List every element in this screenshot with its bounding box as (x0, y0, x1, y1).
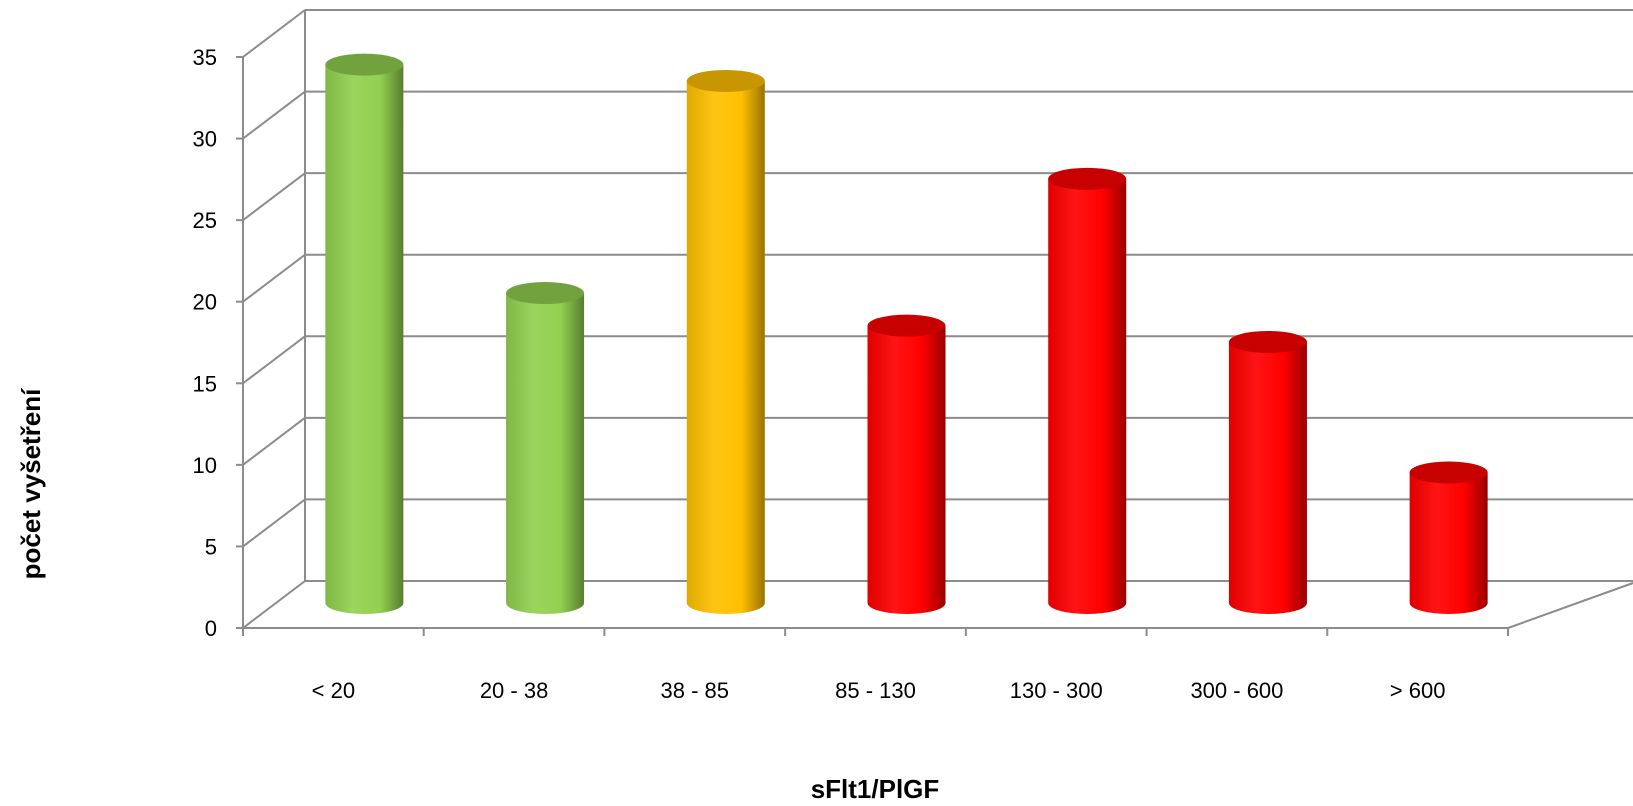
x-tick-label: < 20 (312, 678, 355, 703)
bar (1048, 167, 1127, 615)
gridline-diagonal (242, 580, 306, 629)
y-tick-label: 5 (205, 534, 217, 559)
gridline-diagonal (242, 90, 306, 140)
gridline-diagonal (242, 9, 306, 58)
bar-body (867, 325, 946, 614)
y-tick-label: 35 (193, 45, 217, 70)
x-tick-label: > 600 (1390, 678, 1446, 703)
bar-top (1228, 330, 1307, 353)
bar-body (506, 293, 585, 614)
bar-top (686, 69, 765, 92)
gridline-diagonal (242, 498, 306, 548)
bar-body (1048, 178, 1127, 615)
gridline-diagonal (242, 335, 306, 385)
bar-body (686, 80, 765, 614)
floor-right-edge (1507, 582, 1633, 629)
x-tick-label: 20 - 38 (480, 678, 549, 703)
x-axis-ticks: < 20 20 - 38 38 - 85 85 - 130 130 - 300 300 -… (242, 628, 1509, 703)
bar-top (1409, 461, 1488, 484)
y-axis-ticks: 0 5 10 15 20 25 30 35 (193, 45, 243, 641)
bar-body (1409, 472, 1488, 614)
bar (867, 314, 946, 614)
x-axis-title: sFlt1/PlGF (811, 774, 940, 804)
gridline-diagonal (242, 172, 306, 221)
bar-top (325, 53, 404, 76)
bar (506, 282, 585, 614)
bar-top (1048, 167, 1127, 190)
bar (325, 53, 404, 615)
y-tick-label: 15 (193, 371, 217, 396)
y-axis-title: počet vyšetření (16, 388, 46, 580)
x-tick-label: 130 - 300 (1010, 678, 1103, 703)
y-tick-label: 0 (205, 616, 217, 641)
x-tick-label: 300 - 600 (1190, 678, 1283, 703)
y-tick-label: 25 (193, 208, 217, 233)
bar-body (1228, 341, 1307, 614)
x-tick-label: 38 - 85 (661, 678, 730, 703)
chart-axes (242, 57, 1508, 629)
x-tick-label: 85 - 130 (835, 678, 916, 703)
gridline-diagonal (242, 253, 306, 303)
bar-top (506, 282, 585, 305)
chart-bars (325, 53, 1488, 615)
bar (686, 69, 765, 614)
y-tick-label: 30 (193, 127, 217, 152)
bar (1409, 461, 1488, 614)
bar-top (867, 314, 946, 337)
y-tick-label: 20 (193, 290, 217, 315)
gridline-diagonal (242, 417, 306, 466)
bar (1228, 330, 1307, 614)
y-tick-label: 10 (193, 453, 217, 478)
bar-body (325, 64, 404, 615)
